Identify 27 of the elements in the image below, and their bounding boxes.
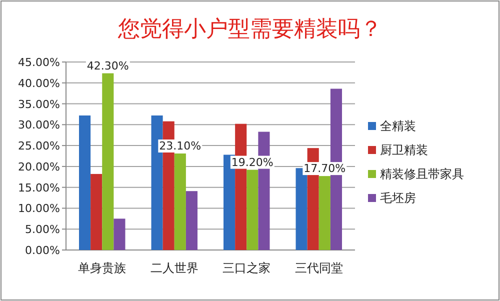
x-tick-label: 单身贵族: [78, 261, 126, 275]
bar: [318, 176, 330, 250]
y-tick-label: 20.00%: [18, 160, 60, 174]
y-tick-label: 5.00%: [25, 223, 60, 236]
bar: [79, 115, 91, 250]
bar: [90, 174, 102, 250]
y-tick-label: 35.00%: [18, 98, 60, 111]
legend-label: 全精装: [380, 119, 416, 133]
bar: [246, 170, 258, 250]
bar: [114, 218, 126, 250]
x-tick-label: 二人世界: [150, 261, 198, 275]
y-tick-label: 40.00%: [18, 76, 60, 90]
x-tick-label: 三口之家: [222, 261, 271, 275]
bar: [174, 153, 186, 250]
legend-label: 精装修且带家具: [380, 167, 464, 181]
y-tick-label: 25.00%: [18, 140, 60, 153]
y-tick-label: 0.00%: [25, 244, 60, 257]
bar: [186, 191, 198, 250]
y-tick-label: 10.00%: [18, 202, 60, 216]
x-tick-label: 三代同堂: [294, 261, 343, 275]
legend-label: 毛坯房: [380, 191, 416, 205]
y-tick-label: 30.00%: [18, 118, 60, 132]
legend-label: 厨卫精装: [380, 143, 428, 157]
chart-title: 您觉得小户型需要精装吗？: [117, 17, 382, 42]
y-tick-label: 15.00%: [18, 181, 60, 194]
y-tick-label: 45.00%: [18, 56, 60, 69]
bar: [102, 73, 114, 250]
